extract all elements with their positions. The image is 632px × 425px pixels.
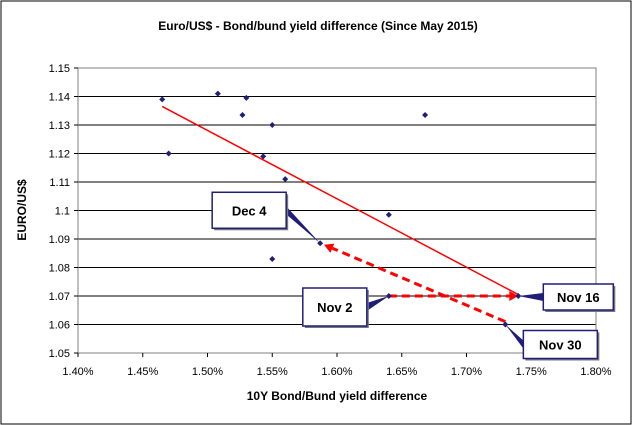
y-tick-label: 1.11	[49, 177, 70, 189]
callout-label: Nov 16	[557, 290, 600, 305]
x-tick-label: 1.65%	[386, 366, 417, 378]
callout-box	[302, 287, 368, 327]
callout-box	[211, 191, 287, 230]
callout-pointer	[286, 206, 321, 244]
y-tick-label: 1.13	[49, 120, 70, 132]
callout-label: Nov 2	[317, 300, 352, 315]
x-tick-label: 1.75%	[516, 366, 547, 378]
y-tick-label: 1.05	[49, 348, 70, 360]
x-tick-label: 1.80%	[580, 366, 611, 378]
x-axis-ticks: 1.40% 1.45% 1.50% 1.55% 1.60% 1.65% 1.70% 1.75%…	[62, 353, 612, 378]
callout-box	[522, 329, 599, 360]
callout-pointer	[518, 293, 544, 301]
trendline	[161, 105, 519, 296]
x-tick-label: 1.60%	[321, 366, 352, 378]
data-point	[243, 94, 250, 101]
data-point	[159, 96, 166, 103]
data-point	[422, 112, 429, 119]
arrow-head	[324, 243, 335, 253]
arrow-head	[509, 291, 519, 301]
data-point	[269, 122, 276, 128]
data-point	[214, 90, 221, 97]
chart-title: Euro/US$ - Bond/bund yield difference (S…	[158, 19, 477, 33]
data-point	[385, 211, 392, 218]
callout-pointer	[505, 324, 524, 349]
data-point	[239, 112, 246, 119]
y-tick-label: 1.06	[49, 320, 70, 332]
data-point	[282, 176, 289, 183]
callout: Dec 4	[211, 191, 321, 244]
trendline-line	[161, 105, 519, 296]
callout-pointer	[366, 296, 389, 311]
x-tick-label: 1.55%	[257, 366, 288, 378]
y-tick-label: 1.08	[49, 263, 70, 275]
gridlines	[78, 96, 596, 325]
callout-label: Nov 30	[539, 338, 582, 353]
y-axis-label: EURO/US$	[15, 179, 29, 241]
y-tick-label: 1.1	[55, 206, 70, 218]
y-tick-label: 1.14	[49, 92, 70, 104]
y-tick-label: 1.12	[49, 149, 70, 161]
callouts: Dec 4 Nov 2 Nov 16 Nov 30	[211, 191, 616, 361]
arrows	[324, 243, 519, 324]
callout: Nov 2	[302, 287, 389, 328]
callout: Nov 16	[518, 283, 616, 312]
x-axis-label: 10Y Bond/Bund yield difference	[247, 389, 428, 403]
data-point	[269, 255, 276, 262]
callout: Nov 30	[505, 324, 600, 361]
x-tick-label: 1.70%	[451, 366, 482, 378]
data-point	[165, 150, 172, 157]
x-tick-label: 1.40%	[62, 366, 93, 378]
y-tick-label: 1.15	[49, 63, 70, 75]
arrow-line	[331, 246, 506, 324]
x-tick-label: 1.50%	[192, 366, 223, 378]
callout-box	[542, 283, 615, 311]
x-tick-label: 1.45%	[127, 366, 158, 378]
y-tick-label: 1.07	[49, 291, 70, 303]
callout-label: Dec 4	[232, 203, 267, 218]
y-tick-label: 1.09	[49, 234, 70, 246]
y-axis-ticks: 1.05 1.06 1.07 1.08 1.09 1.1 1.11 1.12 1.13 1.14 1…	[49, 63, 78, 360]
data-point	[260, 153, 267, 160]
